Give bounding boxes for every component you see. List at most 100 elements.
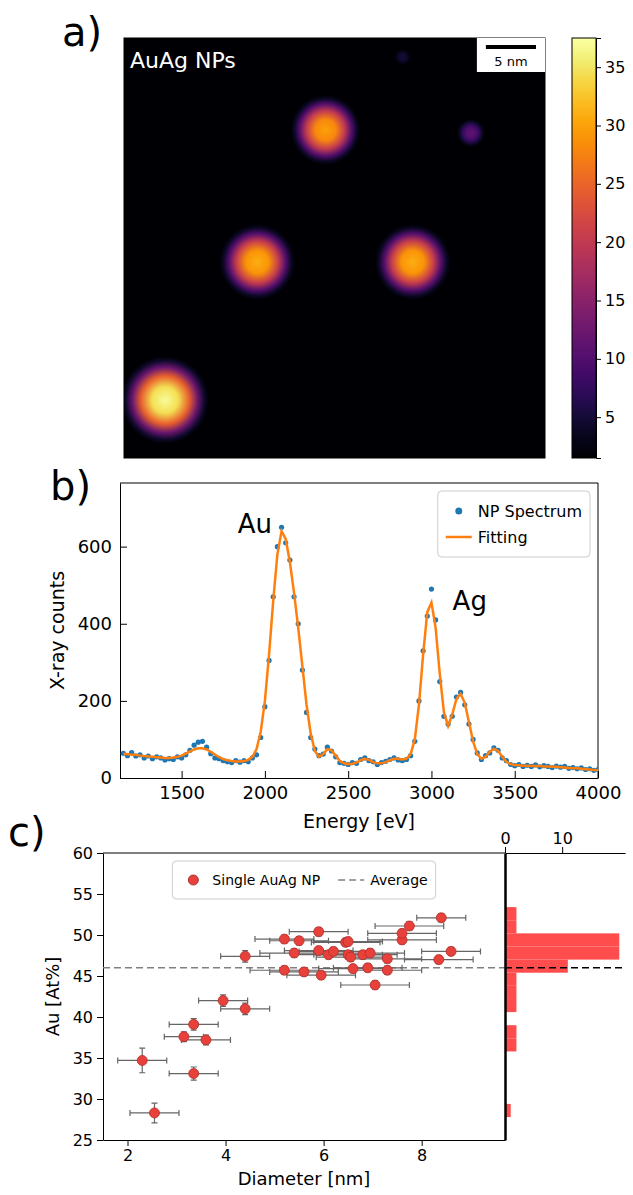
nanoparticle-point (201, 1035, 211, 1045)
y-axis-tick-label: 35 (73, 1049, 93, 1068)
scale-bar-box (477, 38, 545, 72)
scale-bar: 5 nm (477, 38, 545, 72)
legend-marker (188, 875, 198, 885)
x-axis-tick: 6 (319, 1140, 329, 1165)
particle (291, 95, 361, 165)
y-axis-tick-mark (97, 1058, 103, 1059)
y-axis-tick: 200 (78, 690, 127, 711)
y-axis-tick-mark (120, 624, 127, 625)
image-frame (124, 38, 545, 458)
figure: AuAg NPs5 nm5101520253035a)1500200025003… (0, 0, 633, 1195)
nanoparticle-point (434, 955, 444, 965)
y-axis-tick: 400 (78, 613, 127, 634)
x-axis-tick-label: 2500 (326, 782, 372, 803)
colorbar-axis-tick: 30 (596, 116, 625, 135)
nanoparticle-point (240, 1004, 250, 1014)
y-axis-title: X-ray counts (46, 571, 68, 690)
x-axis-tick-mark (431, 771, 432, 778)
x-axis-tick: 3500 (492, 771, 538, 803)
x-axis-tick-label: 3500 (492, 782, 538, 803)
legend-marker (455, 508, 462, 515)
legend: NP SpectrumFitting (438, 491, 590, 557)
legend-entry: NP Spectrum (455, 502, 582, 521)
y-axis-tick-mark (97, 1140, 103, 1141)
y-axis-tick-mark (97, 935, 103, 936)
x-axis: 150020002500300035004000 (121, 771, 622, 803)
y-axis-tick-mark (97, 976, 103, 977)
y-axis-tick-label: 200 (78, 690, 112, 711)
y-axis-tick: 45 (73, 967, 103, 986)
y-axis-tick-label: 0 (101, 767, 112, 788)
spectrum-point (192, 743, 197, 748)
y-axis-tick: 55 (73, 885, 103, 904)
y-axis-tick: 25 (73, 1131, 103, 1150)
x-axis-tick: 8 (417, 1140, 427, 1165)
colorbar-axis-tick: 25 (596, 174, 625, 193)
particle (124, 356, 209, 443)
nanoparticle-point (348, 964, 358, 974)
colorbar-axis-tick-label: 15 (605, 291, 625, 310)
x-axis-line (104, 1140, 506, 1141)
legend-marker (338, 879, 364, 881)
plot-area (505, 907, 625, 1117)
x-axis-tick-mark (226, 1140, 227, 1146)
x-axis-tick-mark (422, 1140, 423, 1146)
x-axis-tick-label: 6 (319, 1146, 329, 1165)
y-axis-line (120, 484, 121, 779)
colorbar-axis-tick-mark (596, 184, 601, 185)
x-axis-tick-label: 2000 (242, 782, 288, 803)
y-axis-tick: 40 (73, 1008, 103, 1027)
colorbar-axis-line (597, 39, 602, 459)
scatter-panel: 24682530354045505560Diameter [nm]Au [At%… (42, 844, 506, 1189)
colorbar-axis-tick-mark (596, 359, 601, 360)
count-axis-tick: 0 (500, 829, 510, 853)
x-axis-tick: 4 (221, 1140, 231, 1165)
x-axis-tick: 2500 (326, 771, 372, 803)
value-axis-line (504, 854, 507, 1141)
legend-label: NP Spectrum (478, 502, 582, 521)
nanoparticle-point (240, 951, 250, 961)
plot-area (121, 525, 598, 773)
spectrum-panel: 1500200025003000350040000200400600AuAgEn… (46, 483, 622, 832)
legend-box (438, 491, 590, 557)
colorbar-axis-tick-mark (596, 301, 601, 302)
y-axis-title: Au [At%] (42, 957, 63, 1037)
nanoparticle-point (314, 946, 324, 956)
count-axis-tick-label: 0 (500, 829, 510, 848)
y-axis-tick-mark (97, 1017, 103, 1018)
count-axis-tick: 10 (552, 829, 572, 853)
colorbar-axis-tick-label: 25 (605, 174, 625, 193)
nanoparticle-point (436, 913, 446, 923)
colorbar-axis-tick-mark (596, 242, 601, 243)
histogram-panel: 0 10 (500, 829, 625, 1141)
x-axis: 2 4 6 8 (104, 1140, 506, 1165)
nanoparticle-point (289, 948, 299, 958)
plot-frame (120, 483, 598, 778)
x-axis-tick-label: 4 (221, 1146, 231, 1165)
y-axis-tick: 60 (73, 844, 103, 863)
count-axis: 0 10 (500, 829, 625, 854)
nanoparticle-point (137, 1055, 147, 1065)
peak-label: Au (238, 509, 272, 539)
nanoparticle-point (446, 946, 456, 956)
image-area (124, 38, 545, 458)
x-axis-title: Diameter [nm] (238, 1168, 371, 1189)
nanoparticle-point (316, 970, 326, 980)
x-axis-tick-label: 8 (417, 1146, 427, 1165)
plot-area (103, 913, 505, 1123)
nanoparticle-point (382, 965, 392, 975)
legend-label: Single AuAg NP (212, 872, 320, 888)
legend-marker (446, 536, 472, 539)
figure-container: AuAg NPs5 nm5101520253035a)1500200025003… (0, 0, 633, 1195)
legend-entry: Single AuAg NP (188, 872, 320, 888)
colorbar: 5101520253035 (572, 38, 625, 459)
nanoparticle-point (179, 1032, 189, 1042)
panel-letter: a) (62, 9, 102, 55)
y-axis-tick-mark (120, 778, 127, 779)
particle (456, 118, 485, 147)
average-line (505, 967, 625, 969)
y-axis-tick: 50 (73, 926, 103, 945)
scale-bar-line (486, 45, 536, 49)
x-axis-tick-label: 2 (123, 1146, 133, 1165)
colorbar-axis-tick-label: 35 (605, 58, 625, 77)
